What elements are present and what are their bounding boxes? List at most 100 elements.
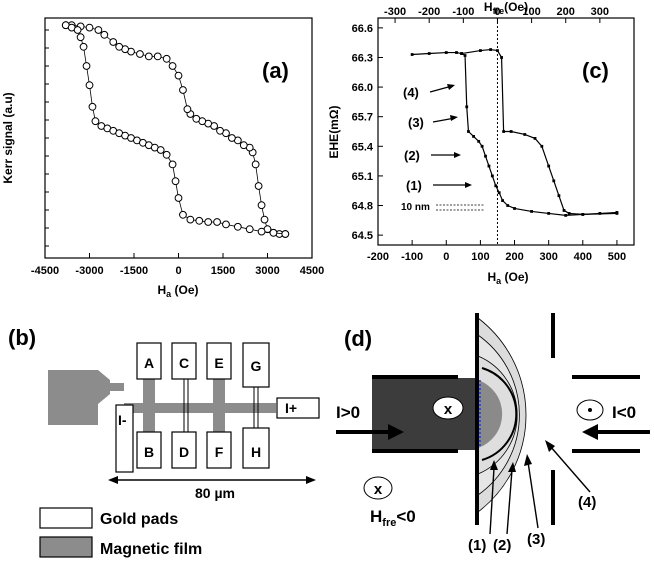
pad-h-label: H xyxy=(251,444,261,460)
plot-c-point xyxy=(530,210,533,213)
plot-c-point xyxy=(484,154,487,158)
magnetic-film-left-block xyxy=(48,370,110,425)
plot-c-ticks: -200 -100 0 100 200 300 400 500 64.5 64.8 65.1 65.4… xyxy=(352,6,627,263)
plot-c-point xyxy=(581,213,585,216)
domain-region-1 xyxy=(478,380,503,448)
plot-c-point xyxy=(444,51,448,54)
pad-d-label: D xyxy=(179,444,189,460)
field-label: Hfre<0 xyxy=(370,507,416,529)
region-pointer-3-head xyxy=(524,454,532,466)
plot-a-point xyxy=(174,71,183,80)
plot-c-point xyxy=(465,105,469,109)
plot-c-top-tick-label: 200 xyxy=(557,6,575,18)
region-label-2: (2) xyxy=(493,537,511,554)
pad-b-label: B xyxy=(144,444,154,460)
step-arrowhead-1 xyxy=(465,182,472,188)
region-label-3: (3) xyxy=(527,531,545,548)
plot-a-point xyxy=(179,210,187,219)
plot-a-point xyxy=(144,52,153,61)
region-pointer-4 xyxy=(549,445,591,493)
plot-c-point xyxy=(557,194,561,198)
pad-e-label: E xyxy=(214,355,223,371)
pad-f-label: F xyxy=(215,444,224,460)
plot-a-xtick-label: 1500 xyxy=(211,265,235,277)
legend-gold-swatch xyxy=(39,507,93,529)
step-arrowhead-3 xyxy=(450,115,458,121)
plot-a-point xyxy=(179,86,187,94)
plot-c-xlabel: Ha (Oe) xyxy=(487,270,528,286)
film-arm-b xyxy=(143,413,155,433)
field-direction-marker xyxy=(363,476,393,500)
scale-bar-left-arrow xyxy=(108,476,118,484)
plot-a-point xyxy=(91,117,100,126)
plot-a-point xyxy=(281,230,290,238)
plot-a-point xyxy=(82,62,91,70)
plot-a-point xyxy=(100,30,109,39)
legend-magnetic-swatch xyxy=(39,536,93,558)
film-arm-e xyxy=(213,378,225,403)
plot-c-top-tick-label: -300 xyxy=(384,6,406,18)
plot-a-points xyxy=(61,21,290,238)
plot-a-point xyxy=(257,227,266,236)
plot-c-xtick-label: 500 xyxy=(608,251,626,263)
plot-a-point xyxy=(153,52,162,61)
plot-a-point xyxy=(109,38,118,46)
plot-c-point xyxy=(540,144,544,148)
plot-c-xtick-label: -200 xyxy=(367,251,389,263)
domain-wall-1 xyxy=(481,367,518,461)
plot-c-xtick-label: 200 xyxy=(505,251,523,263)
plot-a-point xyxy=(222,220,230,229)
plot-a-point xyxy=(88,102,97,111)
plot-c-point xyxy=(463,54,467,57)
pad-i-minus xyxy=(115,404,134,473)
scale-bar-right-arrow xyxy=(306,476,316,484)
region-label-1: (1) xyxy=(468,537,486,554)
plot-a-point xyxy=(136,50,144,58)
plot-c-point xyxy=(501,199,504,202)
plot-c-xtick-label: 100 xyxy=(471,251,489,263)
plot-c-point xyxy=(552,179,556,183)
plot-a-xtick-label: 4500 xyxy=(300,265,324,277)
plot-a-xtick-label: -4500 xyxy=(31,265,59,277)
plot-c-point xyxy=(497,191,501,195)
pad-a xyxy=(136,342,162,380)
plot-c-point xyxy=(564,213,568,217)
region-pointer-2-head xyxy=(508,462,516,472)
panel-d-label: (d) xyxy=(344,326,372,351)
step-label-4: (4) xyxy=(403,85,419,100)
plot-a-xtick-label: 0 xyxy=(175,265,181,277)
plot-c-point xyxy=(615,212,619,215)
plot-c-point xyxy=(502,130,506,133)
thickness-label: 10 nm xyxy=(401,202,430,213)
magnetization-out-symbol xyxy=(588,408,592,412)
magnetization-into-marker xyxy=(432,396,464,420)
scale-label: 80 µm xyxy=(195,485,235,501)
plot-a-point xyxy=(79,42,88,51)
plot-c-point xyxy=(547,164,551,168)
current-left-arrowhead xyxy=(388,424,404,440)
region-label-4: (4) xyxy=(578,494,596,511)
region-pointer-4-head xyxy=(545,440,555,452)
pad-b xyxy=(136,431,162,469)
plot-a-point xyxy=(260,215,269,224)
field-direction-symbol: x xyxy=(374,481,383,498)
plot-a-point xyxy=(186,215,195,224)
plot-c-point xyxy=(410,53,414,56)
magnetic-film-neck xyxy=(108,383,124,391)
plot-a-point xyxy=(85,81,94,90)
plot-c-point xyxy=(490,174,494,178)
plot-a-point xyxy=(174,194,183,202)
legend-magnetic-label: Magnetic film xyxy=(100,541,202,558)
pad-i-minus-label: I- xyxy=(118,412,127,428)
plot-a-point xyxy=(162,150,171,159)
plot-a-xtick-label: 3000 xyxy=(255,265,279,277)
plot-c-point xyxy=(506,204,510,207)
plot-c-ytick-label: 64.8 xyxy=(352,201,373,213)
plot-c-top-tick-label: 100 xyxy=(522,6,540,18)
plot-a-point xyxy=(257,201,266,210)
pad-c xyxy=(171,342,197,380)
plot-c-point xyxy=(513,207,516,210)
plot-c-point xyxy=(489,48,493,51)
pad-g-label: G xyxy=(251,358,262,374)
